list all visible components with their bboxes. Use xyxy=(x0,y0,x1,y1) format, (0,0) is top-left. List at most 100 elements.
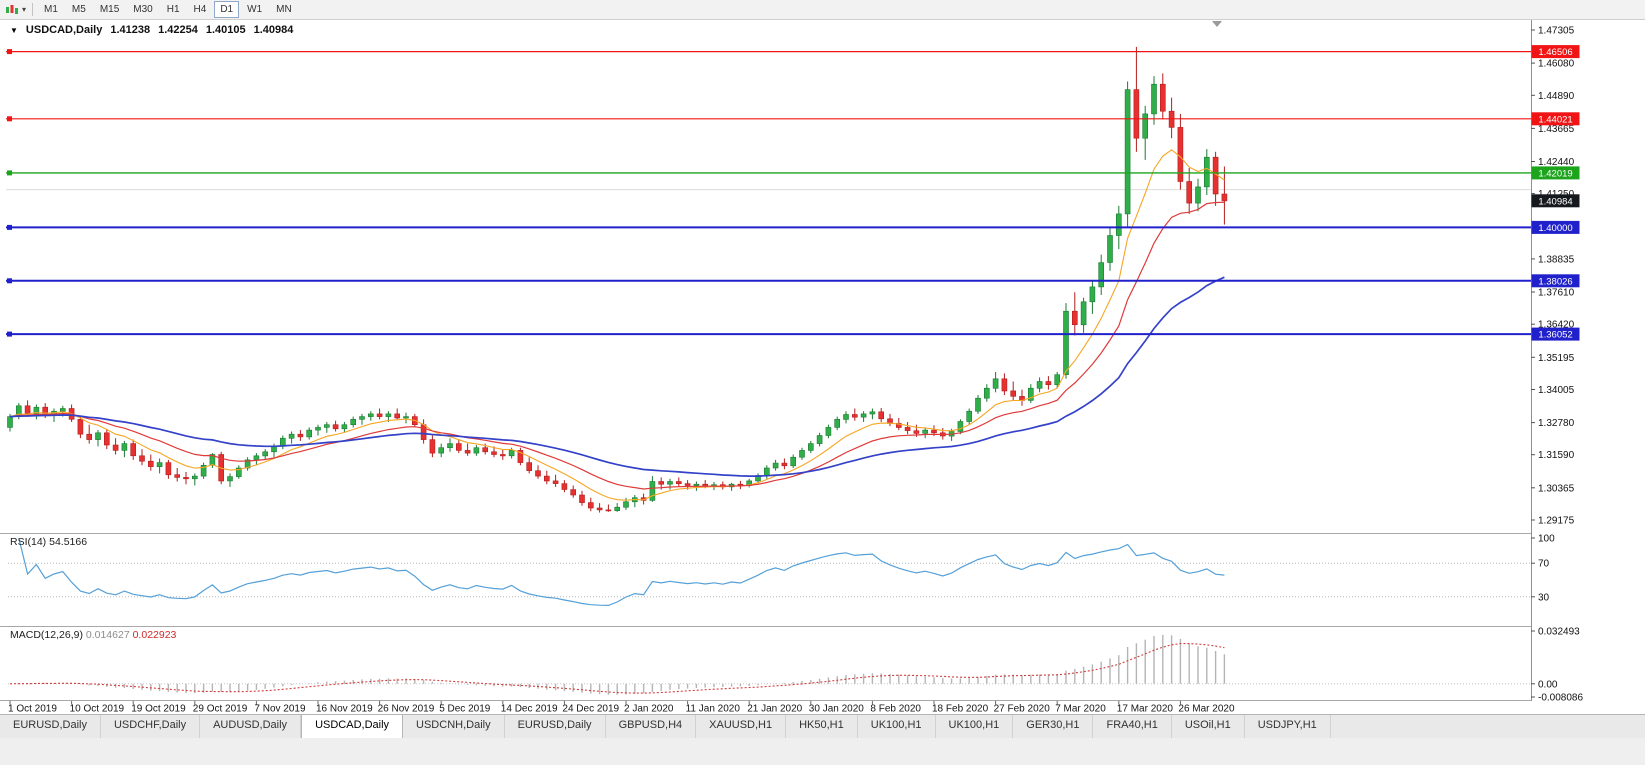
horizontal-levels-layer[interactable] xyxy=(6,49,1531,337)
date-label: 1 Oct 2019 xyxy=(8,704,57,715)
macd-signal-line xyxy=(9,643,1225,694)
date-label: 5 Dec 2019 xyxy=(439,704,491,715)
macd-name: MACD(12,26,9) xyxy=(10,629,83,641)
price-badge-1.42019 xyxy=(1531,166,1580,180)
price-badge-1.40984 xyxy=(1531,194,1580,208)
date-label: 19 Oct 2019 xyxy=(131,704,186,715)
chart-tab-USDCHF-Daily[interactable]: USDCHF,Daily xyxy=(101,715,201,738)
date-label: 30 Jan 2020 xyxy=(809,704,864,715)
timeframe-button-MN[interactable]: MN xyxy=(276,4,292,15)
ohlc-open: 1.41238 xyxy=(110,24,151,36)
chart-tab-USDJPY-H1[interactable]: USDJPY,H1 xyxy=(1245,715,1331,738)
macd-tick: -0.008086 xyxy=(1538,693,1583,704)
chart-canvas[interactable]: 1.47305 1.46080 1.44890 1.43665 1.42440 1.412… xyxy=(0,0,1645,714)
ohlc-close: 1.40984 xyxy=(253,24,294,36)
date-label: 17 Mar 2020 xyxy=(1117,704,1174,715)
price-badge-1.38026 xyxy=(1531,274,1580,288)
date-label: 14 Dec 2019 xyxy=(501,704,558,715)
svg-text:1.44021: 1.44021 xyxy=(1538,114,1572,125)
chart-tab-UK100-H1[interactable]: UK100,H1 xyxy=(858,715,936,738)
candles-layer xyxy=(7,46,1228,513)
hline-handle xyxy=(7,170,12,176)
date-label: 29 Oct 2019 xyxy=(193,704,248,715)
date-label: 26 Mar 2020 xyxy=(1178,704,1235,715)
rsi-value: 54.5166 xyxy=(49,536,88,548)
timeframe-button-W1[interactable]: W1 xyxy=(247,4,263,15)
rsi-tick: 70 xyxy=(1538,559,1550,570)
price-badge-1.40000 xyxy=(1531,220,1580,234)
price-badge-1.36052 xyxy=(1531,327,1580,341)
rsi-tick: 100 xyxy=(1538,534,1555,545)
chart-shift-marker[interactable] xyxy=(1212,21,1222,27)
macd-signal-value: 0.022923 xyxy=(132,629,177,641)
date-label: 18 Feb 2020 xyxy=(932,704,989,715)
price-badge-1.46506 xyxy=(1531,45,1580,59)
price-tick: 1.34005 xyxy=(1538,385,1575,396)
price-tick: 1.37610 xyxy=(1538,288,1575,299)
timeframe-toolbar: M1 M5 M15 M30 H1 H4 D1 W1 MN xyxy=(37,1,299,18)
price-tick: 1.44890 xyxy=(1538,91,1575,102)
chevron-down-icon[interactable]: ▾ xyxy=(22,5,27,14)
price-tick: 1.43665 xyxy=(1538,124,1575,135)
date-label: 2 Jan 2020 xyxy=(624,704,674,715)
date-label: 10 Oct 2019 xyxy=(70,704,125,715)
chart-tab-AUDUSD-Daily[interactable]: AUDUSD,Daily xyxy=(200,715,302,738)
svg-text:1.38026: 1.38026 xyxy=(1538,276,1572,287)
moving-average-17 xyxy=(9,201,1225,490)
status-strip xyxy=(0,737,1645,765)
hline-handle xyxy=(7,224,12,230)
timeframe-button-M15[interactable]: M15 xyxy=(99,4,120,15)
date-label: 16 Nov 2019 xyxy=(316,704,373,715)
date-label: 24 Dec 2019 xyxy=(562,704,619,715)
main-price-panel[interactable] xyxy=(6,46,1531,513)
rsi-panel[interactable] xyxy=(8,537,1531,607)
timeframe-button-M5[interactable]: M5 xyxy=(71,4,86,15)
price-tick: 1.29175 xyxy=(1538,516,1575,527)
svg-text:1.40984: 1.40984 xyxy=(1538,196,1572,207)
price-tick: 1.31590 xyxy=(1538,450,1575,461)
date-label: 11 Jan 2020 xyxy=(686,704,741,715)
chart-tab-UK100-H1[interactable]: UK100,H1 xyxy=(936,715,1014,738)
chart-tab-GER30-H1[interactable]: GER30,H1 xyxy=(1013,715,1094,738)
chart-tab-FRA40-H1[interactable]: FRA40,H1 xyxy=(1093,715,1172,738)
macd-tick: 0.032493 xyxy=(1538,627,1580,638)
macd-tick: 0.00 xyxy=(1538,679,1558,690)
timeframe-button-D1[interactable]: D1 xyxy=(214,1,240,18)
chart-tab-EURUSD-Daily[interactable]: EURUSD,Daily xyxy=(505,715,606,738)
date-axis[interactable]: 1 Oct 2019 10 Oct 2019 19 Oct 2019 29 Oct 2… xyxy=(8,701,1235,714)
chart-tab-GBPUSD-H4[interactable]: GBPUSD,H4 xyxy=(606,715,697,738)
price-tick: 1.36420 xyxy=(1538,320,1575,331)
price-tick: 1.38835 xyxy=(1538,254,1575,265)
svg-text:1.36052: 1.36052 xyxy=(1538,330,1572,341)
timeframe-button-M1[interactable]: M1 xyxy=(44,4,58,15)
chart-tab-HK50-H1[interactable]: HK50,H1 xyxy=(786,715,858,738)
chart-tab-USOil-H1[interactable]: USOil,H1 xyxy=(1172,715,1245,738)
date-label: 27 Feb 2020 xyxy=(994,704,1051,715)
price-axis[interactable]: 1.473051.460801.448901.436651.424401.412… xyxy=(1531,20,1645,704)
rsi-name: RSI(14) xyxy=(10,536,47,548)
date-label: 26 Nov 2019 xyxy=(378,704,435,715)
chart-symbol-label: USDCAD,Daily xyxy=(25,24,103,36)
timeframe-button-H1[interactable]: H1 xyxy=(166,4,180,15)
chart-tab-USDCAD-Daily[interactable]: USDCAD,Daily xyxy=(301,715,404,738)
toolbar-separator xyxy=(32,3,34,16)
rsi-line xyxy=(18,537,1225,607)
macd-panel[interactable] xyxy=(8,634,1531,695)
timeframe-button-M30[interactable]: M30 xyxy=(133,4,153,15)
rsi-tick: 30 xyxy=(1538,592,1550,603)
price-tick: 1.47305 xyxy=(1538,26,1575,37)
ohlc-low: 1.40105 xyxy=(205,24,246,36)
svg-text:1.42019: 1.42019 xyxy=(1538,168,1572,179)
chart-tab-EURUSD-Daily[interactable]: EURUSD,Daily xyxy=(0,715,101,738)
chart-tab-USDCNH-Daily[interactable]: USDCNH,Daily xyxy=(403,715,505,738)
candlestick-chart-icon[interactable] xyxy=(4,3,20,17)
price-badge-1.44021 xyxy=(1531,112,1580,126)
hline-handle xyxy=(7,278,12,284)
chart-tab-XAUUSD-H1[interactable]: XAUUSD,H1 xyxy=(696,715,787,738)
price-tick: 1.35195 xyxy=(1538,353,1575,364)
rsi-label: RSI(14) 54.5166 xyxy=(10,536,87,548)
timeframe-button-H4[interactable]: H4 xyxy=(193,4,207,15)
hline-handle xyxy=(7,49,12,55)
price-tick: 1.42440 xyxy=(1538,157,1575,168)
